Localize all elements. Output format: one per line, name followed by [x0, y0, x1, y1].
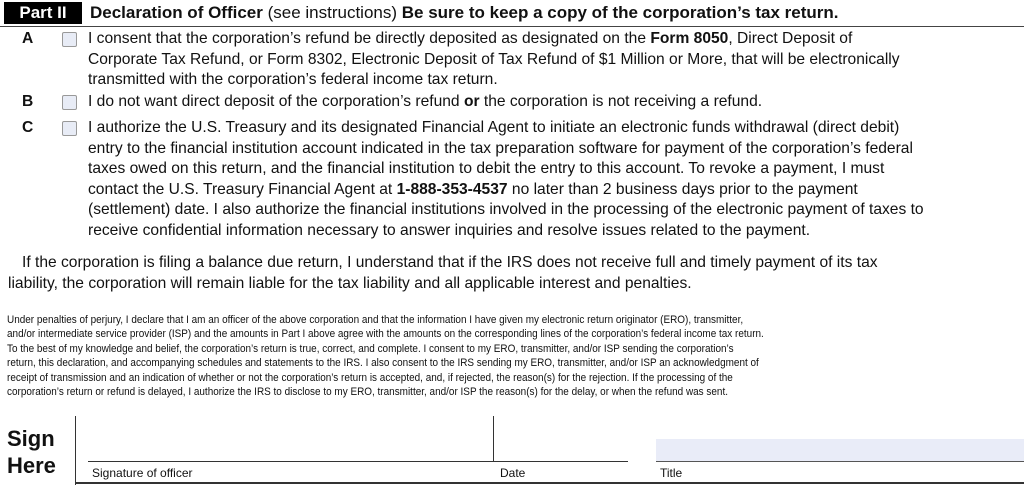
option-c-letter: C [22, 119, 34, 136]
text-line: If the corporation is filing a balance d… [22, 254, 878, 271]
checkbox-c[interactable] [62, 121, 77, 136]
part-ii-header: Part II Declaration of Officer (see inst… [0, 0, 1024, 27]
text-line: Corporate Tax Refund, or Form 8302, Elec… [88, 50, 900, 68]
option-c-text: I authorize the U.S. Treasury and its de… [88, 118, 924, 241]
text-line: corporation’s return or refund is delaye… [7, 386, 729, 399]
text-line: and/or intermediate service provider (IS… [7, 328, 764, 341]
signature-line [88, 461, 628, 462]
text-line: return, this declaration, and accompanyi… [7, 357, 759, 370]
balance-due-paragraph: If the corporation is filing a balance d… [8, 253, 878, 294]
option-a-text: I consent that the corporation’s refund … [88, 29, 900, 91]
option-b-text: I do not want direct deposit of the corp… [88, 92, 762, 113]
text-line: receive confidential information necessa… [88, 221, 811, 239]
text-line: I authorize the U.S. Treasury and its de… [88, 119, 900, 136]
text-line: , Direct Deposit of [728, 30, 853, 47]
phone-number: 1-888-353-4537 [396, 180, 508, 198]
title-paren: (see instructions) [262, 3, 402, 22]
text-line: I consent that the corporation’s refund … [88, 30, 651, 47]
text-line: no later than 2 business days prior to t… [507, 180, 858, 198]
section-title: Declaration of Officer (see instructions… [90, 1, 839, 25]
sign-here-label: Sign Here [7, 425, 56, 479]
option-a-letter: A [22, 30, 34, 47]
form-8050: Form 8050 [650, 30, 729, 47]
sign-word: Sign [7, 426, 55, 451]
text-line: contact the U.S. Treasury Financial Agen… [88, 180, 397, 198]
date-label: Date [500, 466, 526, 480]
text-line: receipt of transmission and an indicatio… [7, 371, 733, 384]
checkbox-b[interactable] [62, 95, 77, 110]
perjury-statement: Under penalties of perjury, I declare th… [7, 313, 843, 399]
text-line: Under penalties of perjury, I declare th… [7, 314, 744, 326]
text-line: To the best of my knowledge and belief, … [7, 342, 734, 355]
divider [75, 416, 76, 485]
or-bold: or [463, 93, 480, 110]
divider [493, 416, 494, 462]
text-line: transmitted with the corporation’s feder… [88, 71, 498, 88]
signature-label: Signature of officer [92, 466, 193, 480]
title-note: Be sure to keep a copy of the corporatio… [401, 3, 839, 22]
text-line: the corporation is not receiving a refun… [479, 93, 763, 110]
title-label: Title [660, 466, 683, 480]
date-field[interactable] [497, 416, 627, 461]
checkbox-a[interactable] [62, 32, 77, 47]
text-line: entry to the financial institution accou… [88, 139, 913, 157]
text-line: taxes owed on this return, and the finan… [88, 160, 885, 177]
text-line: I do not want direct deposit of the corp… [88, 93, 464, 110]
title-field[interactable] [656, 439, 1024, 462]
text-line: liability, the corporation will remain l… [8, 274, 692, 292]
title-bold: Declaration of Officer [90, 3, 263, 22]
signature-field[interactable] [88, 416, 492, 461]
option-b-letter: B [22, 93, 34, 110]
here-word: Here [7, 453, 56, 478]
part-label: Part II [4, 2, 82, 24]
text-line: (settlement) date. I also authorize the … [88, 201, 924, 218]
bottom-rule [75, 482, 1024, 484]
